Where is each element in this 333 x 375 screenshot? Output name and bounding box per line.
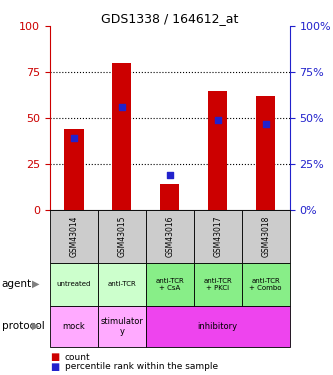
Text: ■: ■ xyxy=(50,352,59,362)
Bar xyxy=(50,262,98,306)
Text: GSM43016: GSM43016 xyxy=(165,216,174,257)
Bar xyxy=(146,262,194,306)
Bar xyxy=(160,184,179,210)
Bar xyxy=(64,129,84,210)
Text: ▶: ▶ xyxy=(32,279,39,289)
Text: GSM43017: GSM43017 xyxy=(213,216,222,257)
Text: protocol: protocol xyxy=(2,321,44,331)
Bar xyxy=(146,306,290,347)
Point xyxy=(167,172,172,178)
Bar xyxy=(146,210,194,262)
Point xyxy=(215,117,220,123)
Bar xyxy=(242,262,290,306)
Bar xyxy=(98,306,146,347)
Text: anti-TCR: anti-TCR xyxy=(108,281,136,287)
Bar xyxy=(50,306,98,347)
Text: agent: agent xyxy=(2,279,32,289)
Text: GSM43014: GSM43014 xyxy=(69,216,79,257)
Bar xyxy=(256,96,275,210)
Bar xyxy=(194,210,242,262)
Text: stimulator
y: stimulator y xyxy=(101,316,143,336)
Bar xyxy=(112,63,132,210)
Bar xyxy=(50,210,98,262)
Text: GSM43018: GSM43018 xyxy=(261,216,270,257)
Text: GSM43015: GSM43015 xyxy=(117,216,127,257)
Text: percentile rank within the sample: percentile rank within the sample xyxy=(65,362,218,371)
Title: GDS1338 / 164612_at: GDS1338 / 164612_at xyxy=(101,12,238,25)
Bar xyxy=(98,210,146,262)
Bar xyxy=(194,262,242,306)
Point xyxy=(71,135,77,141)
Bar xyxy=(208,91,227,210)
Text: untreated: untreated xyxy=(57,281,91,287)
Bar xyxy=(242,210,290,262)
Text: anti-TCR
+ PKCi: anti-TCR + PKCi xyxy=(203,278,232,291)
Bar xyxy=(98,262,146,306)
Point xyxy=(119,104,125,110)
Text: ■: ■ xyxy=(50,362,59,372)
Text: anti-TCR
+ Combo: anti-TCR + Combo xyxy=(249,278,282,291)
Text: anti-TCR
+ CsA: anti-TCR + CsA xyxy=(156,278,184,291)
Text: count: count xyxy=(65,352,91,362)
Point xyxy=(263,121,268,127)
Text: mock: mock xyxy=(63,322,85,331)
Text: inhibitory: inhibitory xyxy=(198,322,238,331)
Text: ▶: ▶ xyxy=(32,321,39,331)
